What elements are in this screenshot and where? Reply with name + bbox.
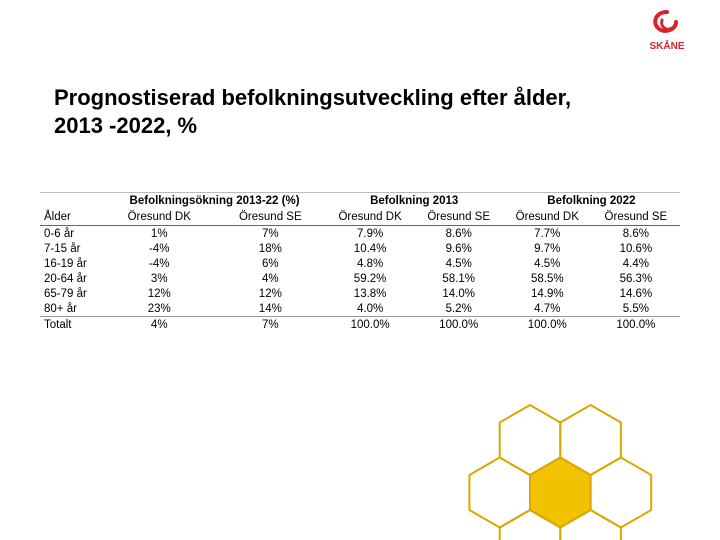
table-cell: 5.2% bbox=[415, 301, 503, 317]
table-row: 0-6 år1%7%7.9%8.6%7.7%8.6% bbox=[40, 226, 680, 242]
table-cell: -4% bbox=[103, 241, 215, 256]
table-cell: 9.6% bbox=[415, 241, 503, 256]
table-cell: 4% bbox=[215, 271, 326, 286]
table-row: Totalt4%7%100.0%100.0%100.0%100.0% bbox=[40, 317, 680, 333]
table-cell: 7% bbox=[215, 226, 326, 242]
table-cell: 4.7% bbox=[503, 301, 592, 317]
hexagon bbox=[530, 458, 591, 528]
table-cell: 14.9% bbox=[503, 286, 592, 301]
table-cell: 59.2% bbox=[326, 271, 415, 286]
honeycomb-decoration bbox=[380, 380, 680, 540]
table-cell: 12% bbox=[215, 286, 326, 301]
table-sub-header: Öresund SE bbox=[415, 209, 503, 226]
table-cell: 100.0% bbox=[326, 317, 415, 333]
table-cell: 4.4% bbox=[592, 256, 680, 271]
table-cell: 58.5% bbox=[503, 271, 592, 286]
table-cell: 16-19 år bbox=[40, 256, 103, 271]
table-cell: 80+ år bbox=[40, 301, 103, 317]
table-cell: 14.0% bbox=[415, 286, 503, 301]
table-row: 65-79 år12%12%13.8%14.0%14.9%14.6% bbox=[40, 286, 680, 301]
table-row: 20-64 år3%4%59.2%58.1%58.5%56.3% bbox=[40, 271, 680, 286]
table-cell: -4% bbox=[103, 256, 215, 271]
table-sub-header: Öresund DK bbox=[103, 209, 215, 226]
table-cell: 18% bbox=[215, 241, 326, 256]
table-cell: 14% bbox=[215, 301, 326, 317]
table-row: 7-15 år-4%18%10.4%9.6%9.7%10.6% bbox=[40, 241, 680, 256]
page-title: Prognostiserad befolkningsutveckling eft… bbox=[54, 84, 614, 139]
table-cell: 56.3% bbox=[592, 271, 680, 286]
table-sub-header: Öresund SE bbox=[215, 209, 326, 226]
table-cell: 10.4% bbox=[326, 241, 415, 256]
table-cell: 1% bbox=[103, 226, 215, 242]
table-cell: 65-79 år bbox=[40, 286, 103, 301]
table-sub-header: Öresund DK bbox=[326, 209, 415, 226]
table-cell: 100.0% bbox=[415, 317, 503, 333]
table-cell: 10.6% bbox=[592, 241, 680, 256]
table-cell: 100.0% bbox=[503, 317, 592, 333]
table-cell: 12% bbox=[103, 286, 215, 301]
table-group-header: Befolkningsökning 2013-22 (%) bbox=[103, 193, 325, 210]
skane-logo: SKÅNE bbox=[642, 10, 692, 52]
table-sub-header: Öresund DK bbox=[503, 209, 592, 226]
population-table: Befolkningsökning 2013-22 (%)Befolkning … bbox=[40, 192, 680, 332]
table-cell: 20-64 år bbox=[40, 271, 103, 286]
hexagon bbox=[469, 458, 530, 528]
table-cell: 8.6% bbox=[415, 226, 503, 242]
table-cell: 13.8% bbox=[326, 286, 415, 301]
table-cell: 4% bbox=[103, 317, 215, 333]
table-sub-header: Öresund SE bbox=[592, 209, 680, 226]
table-cell: 3% bbox=[103, 271, 215, 286]
table-cell: 7-15 år bbox=[40, 241, 103, 256]
table-row: 80+ år23%14%4.0%5.2%4.7%5.5% bbox=[40, 301, 680, 317]
table-cell: 5.5% bbox=[592, 301, 680, 317]
table-cell: 58.1% bbox=[415, 271, 503, 286]
table-cell: 4.0% bbox=[326, 301, 415, 317]
table-cell: 6% bbox=[215, 256, 326, 271]
table-cell: 0-6 år bbox=[40, 226, 103, 242]
table-cell: 4.5% bbox=[503, 256, 592, 271]
table-cell: 7.7% bbox=[503, 226, 592, 242]
table-cell: 7% bbox=[215, 317, 326, 333]
table-cell: 8.6% bbox=[592, 226, 680, 242]
table-group-header bbox=[40, 193, 103, 210]
table-group-header: Befolkning 2022 bbox=[503, 193, 680, 210]
hexagon bbox=[591, 458, 652, 528]
table-group-header: Befolkning 2013 bbox=[326, 193, 503, 210]
table-cell: 14.6% bbox=[592, 286, 680, 301]
table-row: 16-19 år-4%6%4.8%4.5%4.5%4.4% bbox=[40, 256, 680, 271]
table-cell: 7.9% bbox=[326, 226, 415, 242]
table-cell: 100.0% bbox=[592, 317, 680, 333]
table-cell: 23% bbox=[103, 301, 215, 317]
table-cell: Totalt bbox=[40, 317, 103, 333]
table-cell: 9.7% bbox=[503, 241, 592, 256]
table-sub-header: Ålder bbox=[40, 209, 103, 226]
table-cell: 4.8% bbox=[326, 256, 415, 271]
logo-text: SKÅNE bbox=[649, 39, 684, 52]
table-cell: 4.5% bbox=[415, 256, 503, 271]
